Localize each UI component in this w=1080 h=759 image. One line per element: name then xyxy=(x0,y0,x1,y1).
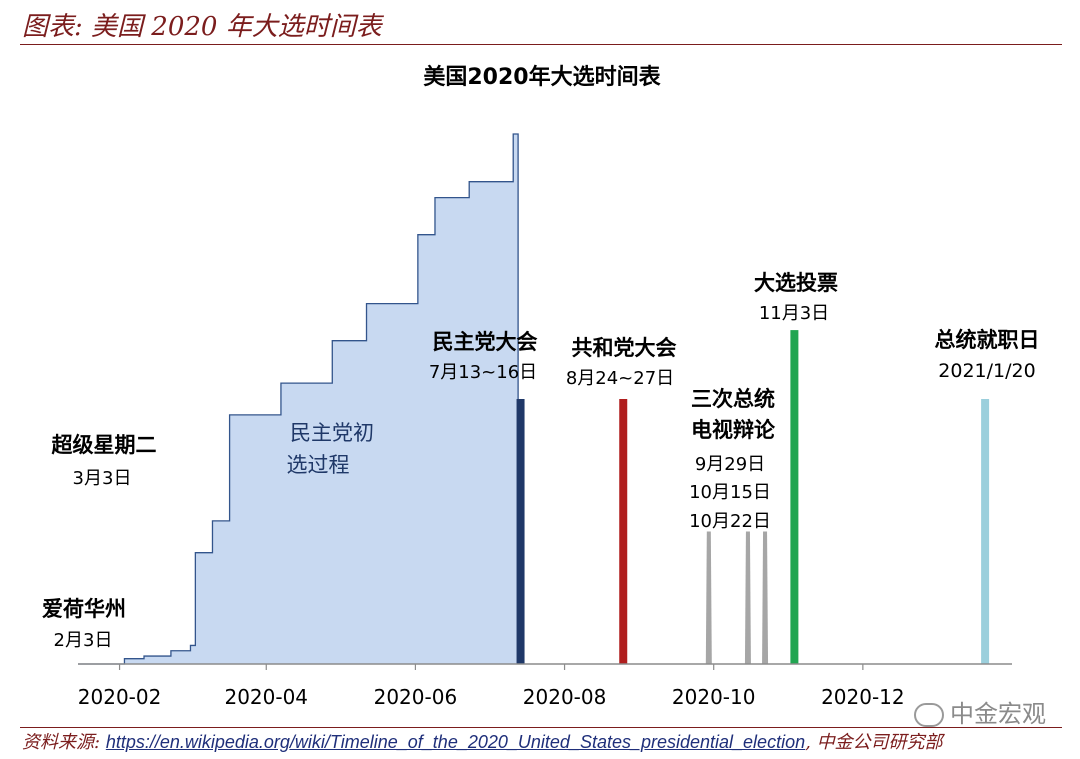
watermark-text: 中金宏观 xyxy=(950,700,1046,728)
watermark: 中金宏观 xyxy=(914,694,1046,729)
election-bar xyxy=(790,330,799,664)
rep-convention-bar xyxy=(619,399,628,664)
primaries-area-outline xyxy=(78,133,519,665)
debate-2-bar xyxy=(744,531,751,664)
x-tick-label-2: 2020-06 xyxy=(374,685,458,709)
inauguration-bar xyxy=(981,399,990,664)
debates-label-line-1: 三次总统 xyxy=(691,387,775,411)
primaries-label-line-2: 选过程 xyxy=(287,453,350,477)
debates-date-label-3: 10月22日 xyxy=(689,511,771,532)
primaries-area xyxy=(78,134,519,664)
x-tick-label-3: 2020-08 xyxy=(523,685,607,709)
chart-title: 美国2020年大选时间表 xyxy=(423,64,661,90)
rep-convention-label: 共和党大会 xyxy=(572,336,677,360)
source-separator: , xyxy=(805,732,811,753)
rep-convention-date-label: 8月24~27日 xyxy=(566,368,674,389)
source-organization: 中金公司研究部 xyxy=(816,732,943,753)
debate-3-bar xyxy=(762,531,769,664)
source-note: 资料来源: https://en.wikipedia.org/wiki/Time… xyxy=(22,728,943,754)
header-divider xyxy=(20,44,1062,45)
wechat-icon xyxy=(914,703,944,727)
primaries-label-line-1: 民主党初 xyxy=(290,421,374,445)
debates-label-line-2: 电视辩论 xyxy=(691,418,776,442)
super-tuesday-date-label: 3月3日 xyxy=(73,468,132,489)
election-label: 大选投票 xyxy=(754,271,838,295)
source-label: 资料来源: xyxy=(22,732,101,753)
figure-header-title: 图表: 美国 2020 年大选时间表 xyxy=(22,12,382,42)
x-tick-label-5: 2020-12 xyxy=(821,685,905,709)
debate-1-bar xyxy=(705,531,712,664)
dem-convention-date-label: 7月13~16日 xyxy=(429,362,537,383)
x-tick-label-0: 2020-02 xyxy=(78,685,162,709)
dem-convention-label: 民主党大会 xyxy=(433,330,538,354)
inauguration-date-label: 2021/1/20 xyxy=(938,360,1035,382)
debates-date-label-2: 10月15日 xyxy=(689,482,771,503)
election-date-label: 11月3日 xyxy=(759,303,829,324)
dem-convention-bar xyxy=(516,399,525,664)
x-tick-label-1: 2020-04 xyxy=(224,685,308,709)
source-link[interactable]: https://en.wikipedia.org/wiki/Timeline_o… xyxy=(105,732,806,752)
debates-date-label-1: 9月29日 xyxy=(695,454,765,475)
iowa-label: 爱荷华州 xyxy=(42,597,126,621)
inauguration-label: 总统就职日 xyxy=(935,328,1040,352)
x-tick-label-4: 2020-10 xyxy=(672,685,756,709)
super-tuesday-label: 超级星期二 xyxy=(52,433,157,457)
iowa-date-label: 2月3日 xyxy=(54,630,113,651)
footer-divider xyxy=(20,727,1062,728)
